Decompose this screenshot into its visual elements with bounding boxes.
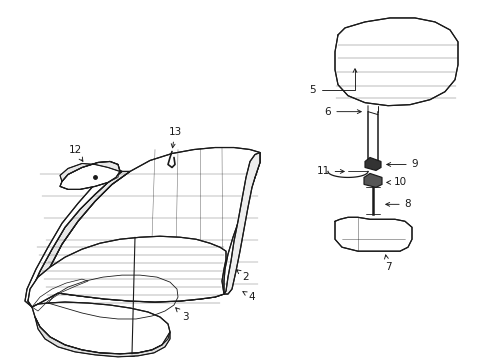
Text: 12: 12	[68, 144, 83, 161]
Polygon shape	[25, 167, 122, 307]
Polygon shape	[224, 153, 260, 294]
Polygon shape	[334, 217, 411, 251]
Text: 13: 13	[168, 127, 181, 148]
Polygon shape	[60, 162, 120, 181]
Text: 11: 11	[316, 166, 344, 176]
Text: 6: 6	[324, 107, 361, 117]
Text: 10: 10	[386, 177, 406, 188]
Polygon shape	[363, 174, 381, 188]
Polygon shape	[28, 171, 130, 307]
Polygon shape	[28, 236, 225, 307]
Text: 2: 2	[236, 270, 249, 282]
Text: 7: 7	[384, 255, 390, 272]
Polygon shape	[35, 317, 170, 357]
Text: 9: 9	[386, 159, 417, 170]
Text: 3: 3	[175, 308, 188, 322]
Polygon shape	[60, 162, 120, 189]
Polygon shape	[364, 157, 380, 170]
Polygon shape	[32, 302, 170, 354]
Text: 5: 5	[309, 68, 356, 95]
Polygon shape	[38, 148, 260, 304]
Polygon shape	[334, 18, 457, 106]
Text: 1: 1	[128, 342, 135, 359]
Text: 4: 4	[243, 292, 255, 302]
Text: 8: 8	[385, 199, 410, 210]
